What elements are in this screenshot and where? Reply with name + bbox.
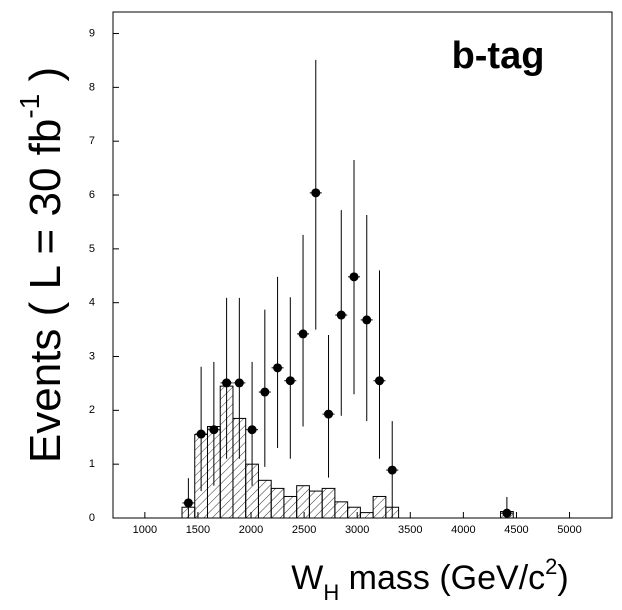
x-axis-label: WH mass (GeV/c2) bbox=[291, 554, 569, 605]
data-point bbox=[311, 188, 321, 198]
y-tick-label: 8 bbox=[89, 81, 95, 93]
x-tick-label: 4500 bbox=[504, 524, 528, 536]
x-label-main: W bbox=[291, 559, 323, 597]
data-point bbox=[349, 272, 359, 282]
data-point bbox=[183, 498, 193, 508]
histogram-bar bbox=[283, 495, 298, 519]
data-point bbox=[222, 378, 232, 388]
y-tick-label: 3 bbox=[89, 350, 95, 362]
y-tick-label: 7 bbox=[89, 135, 95, 147]
data-point bbox=[502, 508, 512, 518]
data-point bbox=[285, 376, 295, 386]
data-point bbox=[209, 425, 219, 435]
x-tick-label: 4000 bbox=[451, 524, 475, 536]
y-label-sup: -1 bbox=[14, 94, 45, 119]
data-point bbox=[196, 429, 206, 439]
y-label-text: Events ( L = 30 fb bbox=[21, 119, 70, 463]
y-tick-label: 0 bbox=[89, 512, 95, 524]
histogram-bar bbox=[308, 490, 323, 519]
x-tick-label: 2000 bbox=[239, 524, 263, 536]
data-point bbox=[336, 310, 346, 320]
data-point bbox=[387, 465, 397, 475]
y-tick-label: 5 bbox=[89, 243, 95, 255]
data-point bbox=[260, 387, 270, 397]
data-point bbox=[298, 329, 308, 339]
histogram-bar bbox=[270, 487, 285, 519]
y-tick-label: 6 bbox=[89, 189, 95, 201]
histogram-bar bbox=[257, 479, 272, 519]
y-axis-label: Events ( L = 30 fb-1 ) bbox=[14, 67, 69, 463]
data-point bbox=[362, 315, 372, 325]
plot-frame bbox=[112, 11, 613, 519]
histogram-bar bbox=[321, 487, 336, 519]
data-point bbox=[234, 378, 244, 388]
histogram-bar bbox=[347, 506, 361, 519]
histogram-bar bbox=[334, 501, 349, 519]
histogram-bar bbox=[359, 512, 374, 519]
y-tick-label: 4 bbox=[89, 297, 95, 309]
annotation: b-tag bbox=[452, 35, 545, 77]
y-label-end: ) bbox=[21, 67, 70, 94]
histogram-bar bbox=[372, 495, 387, 519]
x-tick-label: 3500 bbox=[398, 524, 422, 536]
data-point bbox=[273, 363, 283, 373]
y-tick-label: 9 bbox=[89, 27, 95, 39]
x-label-sup: 2 bbox=[545, 554, 557, 579]
data-point bbox=[374, 376, 384, 386]
x-label-mid: mass (GeV/c bbox=[339, 559, 545, 597]
x-tick-label: 2500 bbox=[292, 524, 316, 536]
data-point bbox=[324, 409, 334, 419]
x-label-end: ) bbox=[557, 559, 568, 597]
x-tick-label: 1000 bbox=[133, 524, 157, 536]
x-tick-label: 1500 bbox=[186, 524, 210, 536]
data-point bbox=[247, 425, 257, 435]
x-tick-label: 3000 bbox=[345, 524, 369, 536]
x-tick-label: 5000 bbox=[557, 524, 581, 536]
histogram-bar bbox=[296, 485, 310, 519]
y-tick-label: 2 bbox=[89, 404, 95, 416]
y-tick-label: 1 bbox=[89, 458, 95, 470]
x-label-sub: H bbox=[323, 580, 339, 605]
